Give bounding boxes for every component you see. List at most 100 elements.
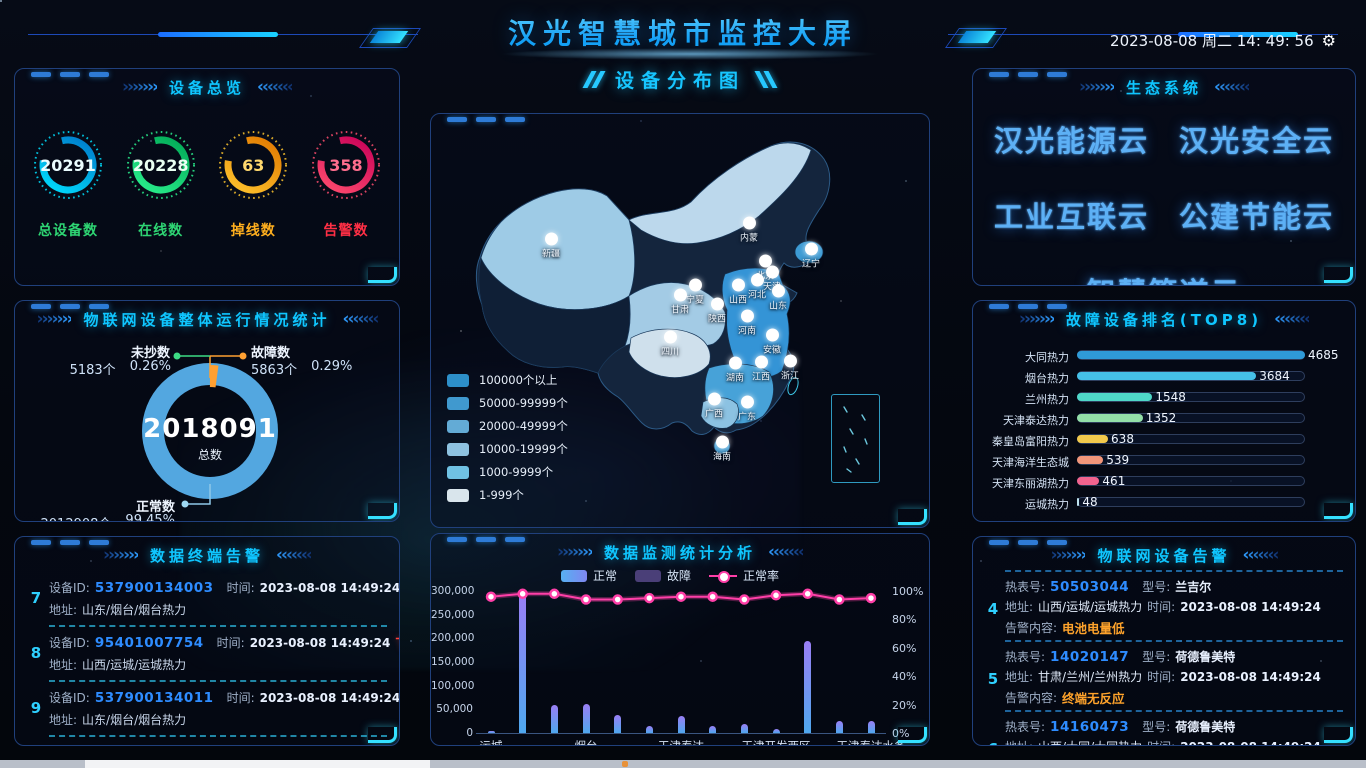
time-value: 2023-08-08 14:49:24 bbox=[259, 690, 400, 705]
bar-value: 1548 bbox=[1155, 390, 1186, 404]
panel-tab-decoration bbox=[447, 537, 525, 542]
row-separator bbox=[1005, 710, 1343, 712]
row-index: 10 bbox=[23, 743, 49, 745]
bar-fill bbox=[1077, 498, 1080, 506]
gauge-label: 告警数 bbox=[323, 223, 369, 239]
y-axis-label: 100,000 bbox=[431, 679, 475, 692]
legend-item: 10000-19999个 bbox=[447, 441, 568, 457]
model-label: 型号: bbox=[1142, 580, 1171, 594]
bar bbox=[519, 593, 527, 733]
unread-count: 5183个 bbox=[69, 363, 116, 378]
meter-label: 热表号: bbox=[1005, 720, 1046, 734]
row-line-2: 地址: 山西/运城/运城热力 bbox=[49, 656, 387, 673]
row-line-2: 地址: 山西/大同/大同热力时间: 2023-08-08 14:49:24 bbox=[1005, 738, 1343, 746]
alarm-content-value: 电池电量低 bbox=[1062, 621, 1125, 636]
eco-cloud-link[interactable]: 汉光能源云 bbox=[993, 124, 1149, 158]
device-id-label: 设备ID: bbox=[49, 581, 90, 595]
y2-axis-label: 80% bbox=[892, 613, 917, 627]
donut-callout-label: 故障数 bbox=[251, 346, 291, 361]
row-line-3: 告警内容: 电池电量低 bbox=[1005, 618, 1343, 637]
list-item: 5 热表号: 14020147 型号: 荷德鲁美特 地址: 甘肃/兰州/兰州热力 时间: 202… bbox=[981, 648, 1343, 710]
legend-label: 20000-49999个 bbox=[479, 419, 568, 433]
address-value: 山东/烟台/烟台热力 bbox=[82, 603, 187, 617]
meter-label: 热表号: bbox=[1005, 580, 1046, 594]
gauge-label: 掉线数 bbox=[230, 223, 276, 239]
address-label: 地址: bbox=[49, 658, 78, 672]
chevrons-right-icon: ››››››› bbox=[102, 544, 140, 565]
y-axis-label: 250,000 bbox=[431, 608, 475, 621]
row-content: 热表号: 14020147 型号: 荷德鲁美特 地址: 甘肃/兰州/兰州热力 时间: 2023… bbox=[1005, 648, 1343, 710]
list-item: 8 设备ID: 95401007754 时间: 2023-08-08 14:49:24 下… bbox=[23, 633, 399, 673]
address-label: 地址: bbox=[49, 603, 78, 617]
time-label: 时间: bbox=[217, 744, 245, 745]
legend-swatch-icon bbox=[447, 373, 469, 387]
panel-iot-overall-stats: ››››››› 物联网设备整体运行情况统计 ‹‹‹‹‹‹‹ 未抄数 5183个 0.… bbox=[14, 300, 400, 522]
eco-cloud-link[interactable]: 汉光安全云 bbox=[1179, 124, 1335, 158]
legend-swatch-icon bbox=[447, 419, 469, 433]
bar bbox=[709, 725, 717, 733]
chevrons-left-icon: ‹‹‹‹‹‹‹ bbox=[276, 544, 313, 565]
row-separator bbox=[1005, 640, 1343, 642]
x-axis-label: 天津泰达 bbox=[658, 739, 704, 746]
bar-fill bbox=[1077, 435, 1109, 443]
y2-axis-label: 40% bbox=[892, 670, 917, 684]
legend-line-icon bbox=[709, 570, 737, 583]
gauge-ring-icon bbox=[219, 131, 288, 199]
time-value: 2023-08-08 14:49:24 bbox=[249, 635, 391, 650]
legend-item: 故障 bbox=[634, 567, 691, 584]
panel-china-map: 新疆 内蒙 辽宁 北京 天津 河北 山西 山东 宁夏 甘肃 陕西 河南 安徽 四川 浙江 湖南 江西 广西 广东 海南… bbox=[430, 113, 930, 528]
map-legend: 100000个以上 50000-99999个 20000-49999个 10000-1… bbox=[447, 372, 568, 510]
eco-cloud-link[interactable]: 智慧管道云 bbox=[1086, 270, 1241, 285]
chart-legend: 正常 故障 正常率 bbox=[431, 567, 909, 584]
row-separator bbox=[49, 625, 387, 627]
gauge-value: 20291 bbox=[40, 156, 96, 175]
legend-label: 1000-9999个 bbox=[479, 465, 554, 479]
list-item: 7 设备ID: 537900134003 时间: 2023-08-08 14:49:24… bbox=[23, 578, 399, 618]
panel-tab-decoration bbox=[989, 540, 1067, 545]
eco-row: 汉光能源云 汉光安全云 bbox=[973, 118, 1355, 160]
panel-tab-decoration bbox=[989, 304, 1067, 309]
legend-item: 正常 bbox=[560, 567, 617, 584]
row-content: 热表号: 50503044 型号: 兰吉尔 地址: 山西/运城/运城热力 时间: 2023-0… bbox=[1005, 578, 1343, 640]
legend-label: 100000个以上 bbox=[479, 373, 558, 387]
row-line-1: 热表号: 50503044 型号: 兰吉尔 bbox=[1005, 578, 1343, 595]
donut-total-label: 总数 bbox=[197, 448, 222, 462]
y-axis-label: 200,000 bbox=[431, 632, 475, 645]
bar-label: 天津东丽湖热力 bbox=[992, 477, 1069, 490]
address-label: 地址: bbox=[1005, 738, 1033, 745]
row-content: 设备ID:95371007235时间:2023-08-08 14:49:24下线… bbox=[49, 743, 387, 746]
time-value: 2023-08-08 14:49:24 bbox=[250, 746, 391, 747]
panel-tab-decoration bbox=[31, 72, 109, 77]
row-index: 9 bbox=[30, 699, 42, 717]
bar-fill bbox=[1077, 351, 1305, 359]
bar-row: 天津海洋生态城 539 bbox=[973, 451, 1355, 472]
time-label: 时间: bbox=[1147, 670, 1176, 684]
eco-cloud-link[interactable]: 工业互联云 bbox=[993, 200, 1149, 234]
gear-icon[interactable]: ⚙ bbox=[1321, 31, 1336, 50]
taskbar-strip bbox=[0, 760, 1366, 768]
legend-label: 10000-19999个 bbox=[479, 442, 568, 456]
legend-item: 1000-9999个 bbox=[447, 464, 568, 480]
corner-accent bbox=[1324, 267, 1353, 283]
eco-row: 智慧管道云 bbox=[973, 270, 1355, 285]
donut-total-value: 2018091 bbox=[143, 414, 277, 444]
address-label: 地址: bbox=[1005, 670, 1034, 684]
row-line-2: 地址: 甘肃/兰州/兰州热力 时间: 2023-08-08 14:49:24 bbox=[1005, 668, 1343, 685]
device-id-value: 537900134003 bbox=[94, 579, 214, 596]
panel-title: 数据终端告警 bbox=[149, 546, 264, 565]
legend-label: 50000-99999个 bbox=[479, 396, 568, 410]
bar bbox=[772, 729, 780, 733]
y2-axis-label: 100% bbox=[892, 585, 924, 598]
chevrons-right-icon: ››››››› bbox=[1050, 544, 1087, 565]
model-value: 荷德鲁美特 bbox=[1175, 650, 1236, 664]
top8-bar-chart: 大同热力 4685 烟台热力 3684 兰州热力 1548 天津泰达热力 1352 秦皇岛富阳热… bbox=[973, 332, 1355, 521]
chevrons-left-icon: ‹‹‹‹‹‹‹ bbox=[1242, 544, 1280, 565]
eco-cloud-link[interactable]: 公建节能云 bbox=[1179, 200, 1335, 234]
corner-accent bbox=[1324, 727, 1353, 743]
bar bbox=[582, 703, 590, 733]
fault-count: 5863个 bbox=[251, 363, 298, 378]
legend-swatch-icon bbox=[447, 396, 469, 410]
header: 汉光智慧城市监控大屏 2023-08-08 周二 14: 49: 56 ⚙ bbox=[0, 0, 1366, 62]
time-label: 时间: bbox=[216, 636, 245, 650]
x-axis-label: 烟台 bbox=[574, 739, 598, 746]
